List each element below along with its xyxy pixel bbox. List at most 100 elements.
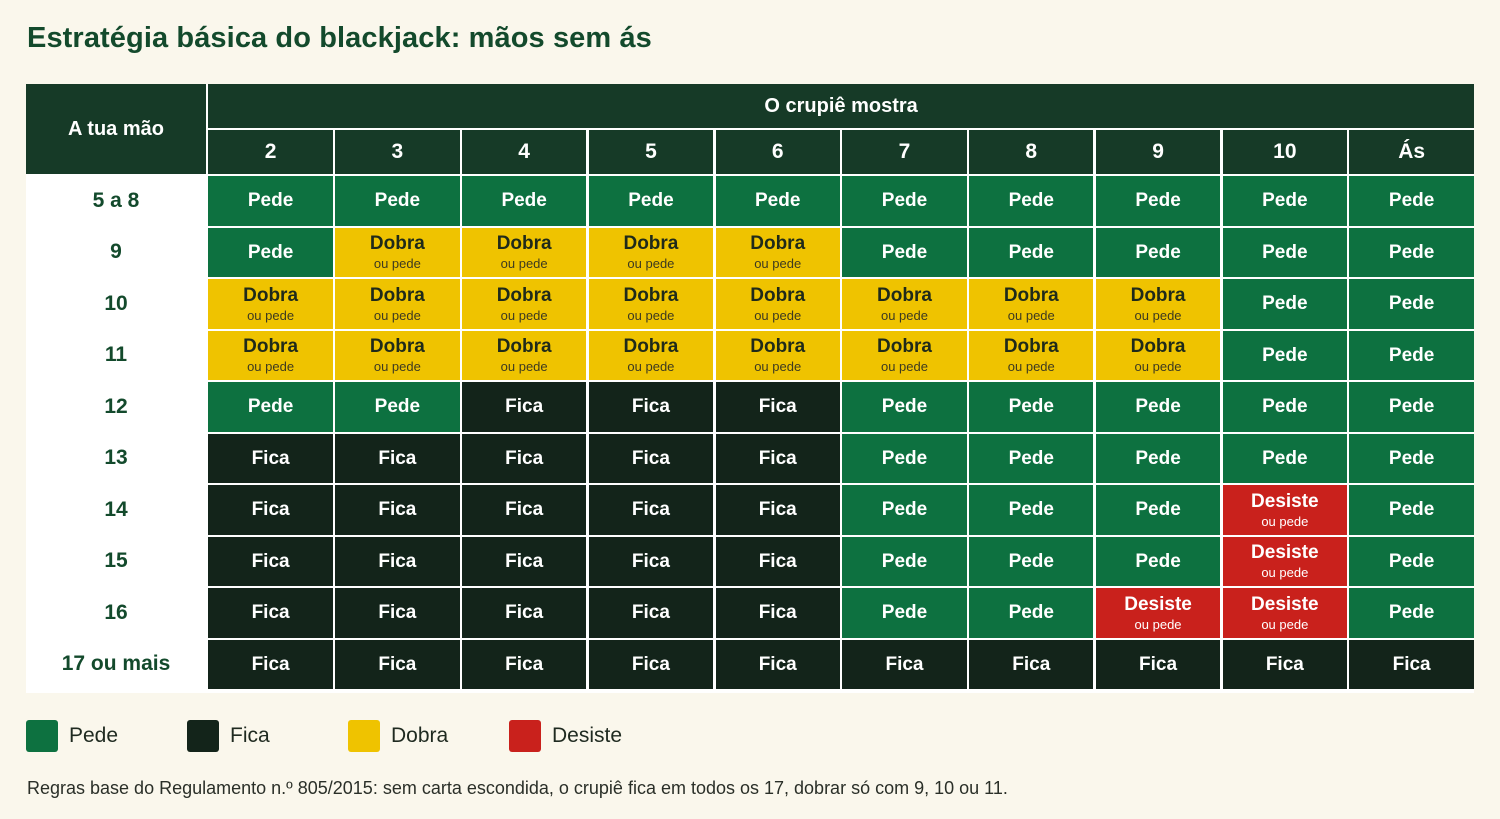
action-label: Desiste xyxy=(1251,490,1319,512)
strategy-cell-fica: Fica xyxy=(842,639,967,689)
action-label: Fica xyxy=(631,653,670,675)
dealer-card-header: 4 xyxy=(461,130,587,174)
strategy-cell-dobra: Dobra ou pede xyxy=(842,330,967,380)
strategy-cell-pede: Pede xyxy=(1095,382,1221,432)
strategy-cell-pede: Pede xyxy=(969,485,1094,535)
strategy-table: A tua mão O crupiê mostra 2 3 4 5 6 7 8 9 10 Ás 5 … xyxy=(26,84,1474,693)
player-hand-label: 16 xyxy=(26,588,206,638)
action-sublabel: ou pede xyxy=(1134,616,1182,632)
action-label: Pede xyxy=(1262,396,1308,418)
strategy-cell-dobra: Dobra ou pede xyxy=(588,279,714,329)
strategy-cell-fica: Fica xyxy=(715,536,840,586)
action-sublabel: ou pede xyxy=(880,359,928,375)
action-label: Dobra xyxy=(1130,336,1186,358)
action-label: Dobra xyxy=(750,233,806,255)
strategy-cell-fica: Fica xyxy=(335,639,460,689)
action-label: Fica xyxy=(758,653,797,675)
strategy-cell-fica: Fica xyxy=(1222,639,1348,689)
action-label: Fica xyxy=(631,602,670,624)
action-label: Pede xyxy=(881,602,928,624)
legend-swatch xyxy=(509,720,541,752)
strategy-cell-pede: Pede xyxy=(842,382,967,432)
legend-item: Desiste xyxy=(509,720,670,752)
action-label: Dobra xyxy=(369,336,425,358)
strategy-cell-pede: Pede xyxy=(1095,433,1221,483)
legend-item: Fica xyxy=(187,720,348,752)
action-label: Pede xyxy=(1008,602,1054,624)
strategy-cell-fica: Fica xyxy=(715,382,840,432)
strategy-cell-pede: Pede xyxy=(842,536,967,586)
strategy-cell-fica: Fica xyxy=(208,588,333,638)
player-hand-label: 10 xyxy=(26,279,206,329)
strategy-cell-dobra: Dobra ou pede xyxy=(335,279,460,329)
strategy-cell-fica: Fica xyxy=(588,433,714,483)
action-label: Pede xyxy=(247,396,294,418)
action-label: Fica xyxy=(251,653,290,675)
action-label: Dobra xyxy=(1003,284,1059,306)
action-label: Dobra xyxy=(750,336,806,358)
strategy-cell-pede: Pede xyxy=(1222,330,1348,380)
action-sublabel: ou pede xyxy=(627,307,675,323)
strategy-cell-pede: Pede xyxy=(1349,176,1474,226)
strategy-cell-fica: Fica xyxy=(208,536,333,586)
dealer-card-header: 3 xyxy=(335,130,460,174)
legend: Pede Fica Dobra Desiste xyxy=(26,720,670,752)
strategy-cell-fica: Fica xyxy=(335,588,460,638)
strategy-cell-desiste: Desiste ou pede xyxy=(1222,485,1348,535)
footnote: Regras base do Regulamento n.º 805/2015:… xyxy=(27,778,1008,798)
dealer-card-header: 5 xyxy=(588,130,714,174)
strategy-cell-fica: Fica xyxy=(335,433,460,483)
action-label: Pede xyxy=(755,190,801,212)
action-label: Fica xyxy=(505,653,544,675)
strategy-cell-fica: Fica xyxy=(1349,639,1474,689)
action-label: Pede xyxy=(501,190,547,212)
strategy-cell-dobra: Dobra ou pede xyxy=(335,227,460,277)
strategy-cell-pede: Pede xyxy=(461,176,587,226)
action-label: Pede xyxy=(1388,396,1435,418)
strategy-cell-pede: Pede xyxy=(1222,176,1348,226)
dealer-card-header: 8 xyxy=(969,130,1094,174)
strategy-cell-fica: Fica xyxy=(588,485,714,535)
action-label: Fica xyxy=(505,550,544,572)
strategy-cell-fica: Fica xyxy=(715,433,840,483)
strategy-cell-fica: Fica xyxy=(461,536,587,586)
action-label: Fica xyxy=(631,499,670,521)
strategy-cell-dobra: Dobra ou pede xyxy=(969,330,1094,380)
strategy-cell-fica: Fica xyxy=(208,639,333,689)
action-label: Dobra xyxy=(496,336,552,358)
strategy-cell-dobra: Dobra ou pede xyxy=(1095,279,1221,329)
action-label: Desiste xyxy=(1251,593,1319,615)
strategy-cell-pede: Pede xyxy=(1095,485,1221,535)
action-sublabel: ou pede xyxy=(880,307,928,323)
strategy-cell-pede: Pede xyxy=(335,176,460,226)
action-label: Fica xyxy=(505,602,544,624)
strategy-cell-pede: Pede xyxy=(1095,176,1221,226)
action-label: Pede xyxy=(247,241,294,263)
action-label: Desiste xyxy=(1251,542,1319,564)
action-label: Pede xyxy=(1135,190,1181,212)
action-label: Pede xyxy=(881,447,928,469)
action-label: Dobra xyxy=(496,284,552,306)
strategy-cell-pede: Pede xyxy=(1222,227,1348,277)
strategy-cell-pede: Pede xyxy=(842,227,967,277)
strategy-cell-dobra: Dobra ou pede xyxy=(208,279,333,329)
strategy-cell-fica: Fica xyxy=(335,536,460,586)
legend-swatch xyxy=(26,720,58,752)
action-label: Pede xyxy=(374,190,421,212)
strategy-cell-pede: Pede xyxy=(588,176,714,226)
action-label: Pede xyxy=(881,396,928,418)
strategy-cell-fica: Fica xyxy=(969,639,1094,689)
strategy-cell-fica: Fica xyxy=(588,588,714,638)
action-label: Fica xyxy=(885,653,924,675)
action-sublabel: ou pede xyxy=(1007,307,1055,323)
player-hand-label: 15 xyxy=(26,536,206,586)
player-hand-label: 13 xyxy=(26,433,206,483)
strategy-cell-fica: Fica xyxy=(715,588,840,638)
action-label: Pede xyxy=(374,396,421,418)
action-sublabel: ou pede xyxy=(1007,359,1055,375)
action-sublabel: ou pede xyxy=(500,256,548,272)
strategy-cell-pede: Pede xyxy=(969,176,1094,226)
action-label: Pede xyxy=(1388,550,1435,572)
action-label: Fica xyxy=(251,550,290,572)
action-label: Fica xyxy=(505,447,544,469)
